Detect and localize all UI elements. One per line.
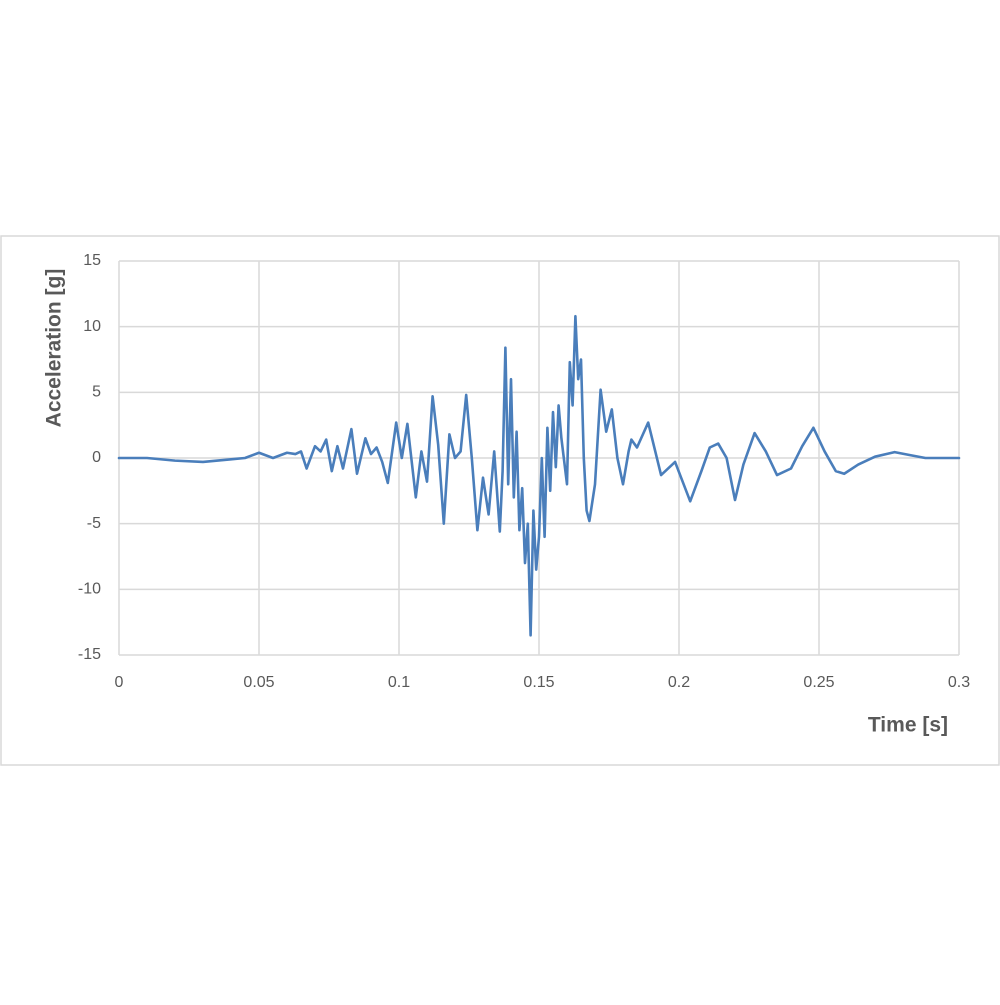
x-tick-label: 0.25 (803, 674, 834, 691)
y-tick-label: 10 (83, 318, 101, 335)
y-tick-label: 0 (92, 449, 101, 466)
x-tick-label: 0.1 (388, 674, 410, 691)
y-axis-title: Acceleration [g] (43, 269, 66, 428)
x-tick-label: 0.2 (668, 674, 690, 691)
x-tick-label: 0.15 (523, 674, 554, 691)
data-line (117, 314, 961, 637)
x-axis-title: Time [s] (868, 714, 948, 737)
x-tick-label: 0.3 (948, 674, 970, 691)
x-tick-label: 0.05 (243, 674, 274, 691)
x-tick-label: 0 (115, 674, 124, 691)
y-tick-label: -15 (78, 646, 101, 663)
plot-area (117, 314, 961, 637)
y-tick-label: -5 (87, 515, 101, 532)
y-tick-label: -10 (78, 581, 101, 598)
y-tick-label: 15 (83, 252, 101, 269)
y-tick-label: 5 (92, 384, 101, 401)
